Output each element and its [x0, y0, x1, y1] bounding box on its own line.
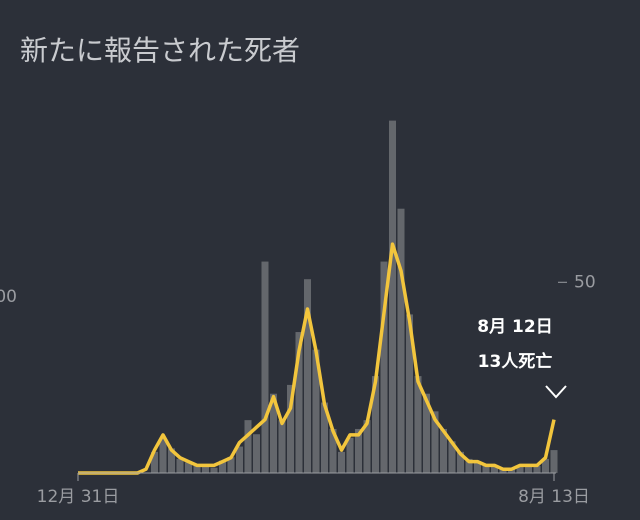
bar: [474, 462, 481, 473]
bar: [448, 441, 456, 473]
chart-title: 新たに報告された死者: [20, 34, 300, 67]
bar: [355, 428, 362, 473]
bar: [423, 393, 430, 473]
bar: [380, 261, 388, 473]
line: [78, 242, 556, 475]
bar: [185, 462, 192, 473]
y2-tick-label: 50: [574, 272, 596, 292]
bar: [168, 448, 175, 473]
bar: [516, 465, 524, 473]
bar: [372, 376, 379, 473]
bar: [278, 420, 286, 473]
bar: [219, 460, 226, 473]
bar: [321, 402, 328, 473]
annotation-marker: [545, 385, 567, 399]
bar: [304, 279, 311, 473]
bar: [550, 450, 558, 473]
bar: [440, 428, 447, 473]
bar: [329, 428, 337, 473]
bar: [227, 457, 235, 473]
bar: [465, 458, 473, 473]
bar: [202, 464, 209, 473]
bar: [457, 451, 464, 473]
bar: [346, 437, 354, 473]
bar: [236, 446, 243, 473]
bar: [338, 451, 345, 473]
bar: [176, 458, 184, 473]
bar: [431, 411, 439, 473]
bar: [244, 420, 252, 473]
bar: [287, 384, 294, 473]
bar: [295, 332, 303, 473]
y-tick-label: 100: [0, 287, 17, 307]
bar: [210, 467, 218, 473]
bar: [253, 434, 260, 473]
bar: [363, 420, 371, 473]
bar: [159, 437, 167, 473]
bar: [414, 376, 422, 473]
bar: [406, 314, 413, 473]
bar: [193, 465, 201, 473]
bar: [482, 464, 490, 473]
bar: [261, 261, 269, 473]
bar: [525, 464, 532, 473]
bar: [151, 451, 158, 473]
annotation-date: 8月 12日: [477, 317, 552, 337]
bar: [491, 465, 498, 473]
x-tick-label: 12月 31日: [37, 487, 120, 507]
bar: [389, 120, 396, 473]
bar: [397, 208, 405, 473]
bar: [542, 458, 549, 473]
bar: [270, 393, 277, 473]
x-tick-label: 8月 13日: [518, 487, 590, 507]
bar: [533, 465, 541, 473]
bar: [312, 349, 320, 473]
annotation-text: 13人死亡: [478, 351, 553, 372]
